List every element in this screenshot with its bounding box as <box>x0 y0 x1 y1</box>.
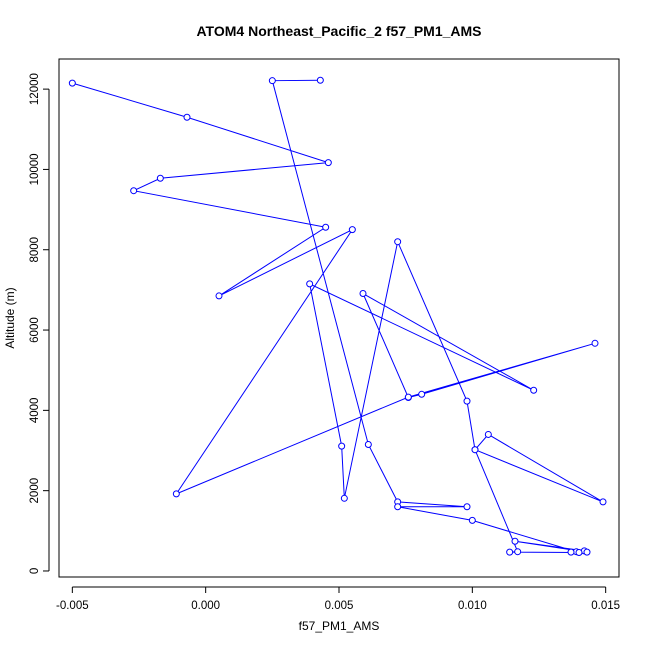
y-axis: 0 2000 4000 6000 8000 10000 12000 <box>29 73 50 574</box>
data-point <box>511 537 519 545</box>
data-point <box>514 548 522 556</box>
y-tick-label: 4000 <box>29 398 41 424</box>
data-point <box>130 187 138 195</box>
x-tick-label: -0.005 <box>56 600 89 612</box>
data-point <box>463 503 471 511</box>
data-point <box>567 548 575 556</box>
data-point <box>394 503 402 511</box>
series-line <box>72 79 604 554</box>
data-point <box>215 292 223 300</box>
x-axis: -0.005 0.000 0.005 0.010 0.015 <box>56 586 620 612</box>
data-point <box>340 494 348 502</box>
y-axis-label: Altitude (m) <box>3 287 17 348</box>
data-point <box>404 393 412 401</box>
data-point <box>364 440 372 448</box>
series-layer <box>68 76 607 557</box>
data-point <box>418 390 426 398</box>
chart-title: ATOM4 Northeast_Pacific_2 f57_PM1_AMS <box>196 23 481 39</box>
x-tick-label: 0.010 <box>458 600 487 612</box>
data-point <box>183 113 191 121</box>
data-point <box>316 76 324 84</box>
data-point <box>468 516 476 524</box>
data-point <box>599 498 607 506</box>
y-tick-label: 10000 <box>29 153 41 185</box>
data-point <box>394 238 402 246</box>
plot-frame <box>58 58 620 578</box>
data-point <box>306 280 314 288</box>
data-point <box>348 226 356 234</box>
x-tick-label: 0.000 <box>191 600 220 612</box>
data-point <box>68 79 76 87</box>
data-point <box>322 223 330 231</box>
x-tick-label: 0.015 <box>591 600 620 612</box>
data-point <box>324 159 332 167</box>
x-axis-label: f57_PM1_AMS <box>299 619 380 633</box>
data-point <box>463 397 471 405</box>
data-point <box>583 548 591 556</box>
data-point <box>506 548 514 556</box>
data-point <box>359 290 367 298</box>
data-point <box>471 446 479 454</box>
data-point <box>484 430 492 438</box>
y-tick-label: 2000 <box>29 478 41 504</box>
y-tick-label: 6000 <box>29 317 41 343</box>
data-point <box>172 490 180 498</box>
y-tick-label: 12000 <box>29 73 41 105</box>
data-point <box>530 386 538 394</box>
data-point <box>591 339 599 347</box>
data-point <box>268 77 276 85</box>
data-point <box>156 174 164 182</box>
x-tick-label: 0.005 <box>325 600 354 612</box>
data-point <box>338 442 346 450</box>
data-point <box>575 549 583 557</box>
y-tick-label: 8000 <box>29 237 41 263</box>
y-tick-label: 0 <box>29 568 41 574</box>
